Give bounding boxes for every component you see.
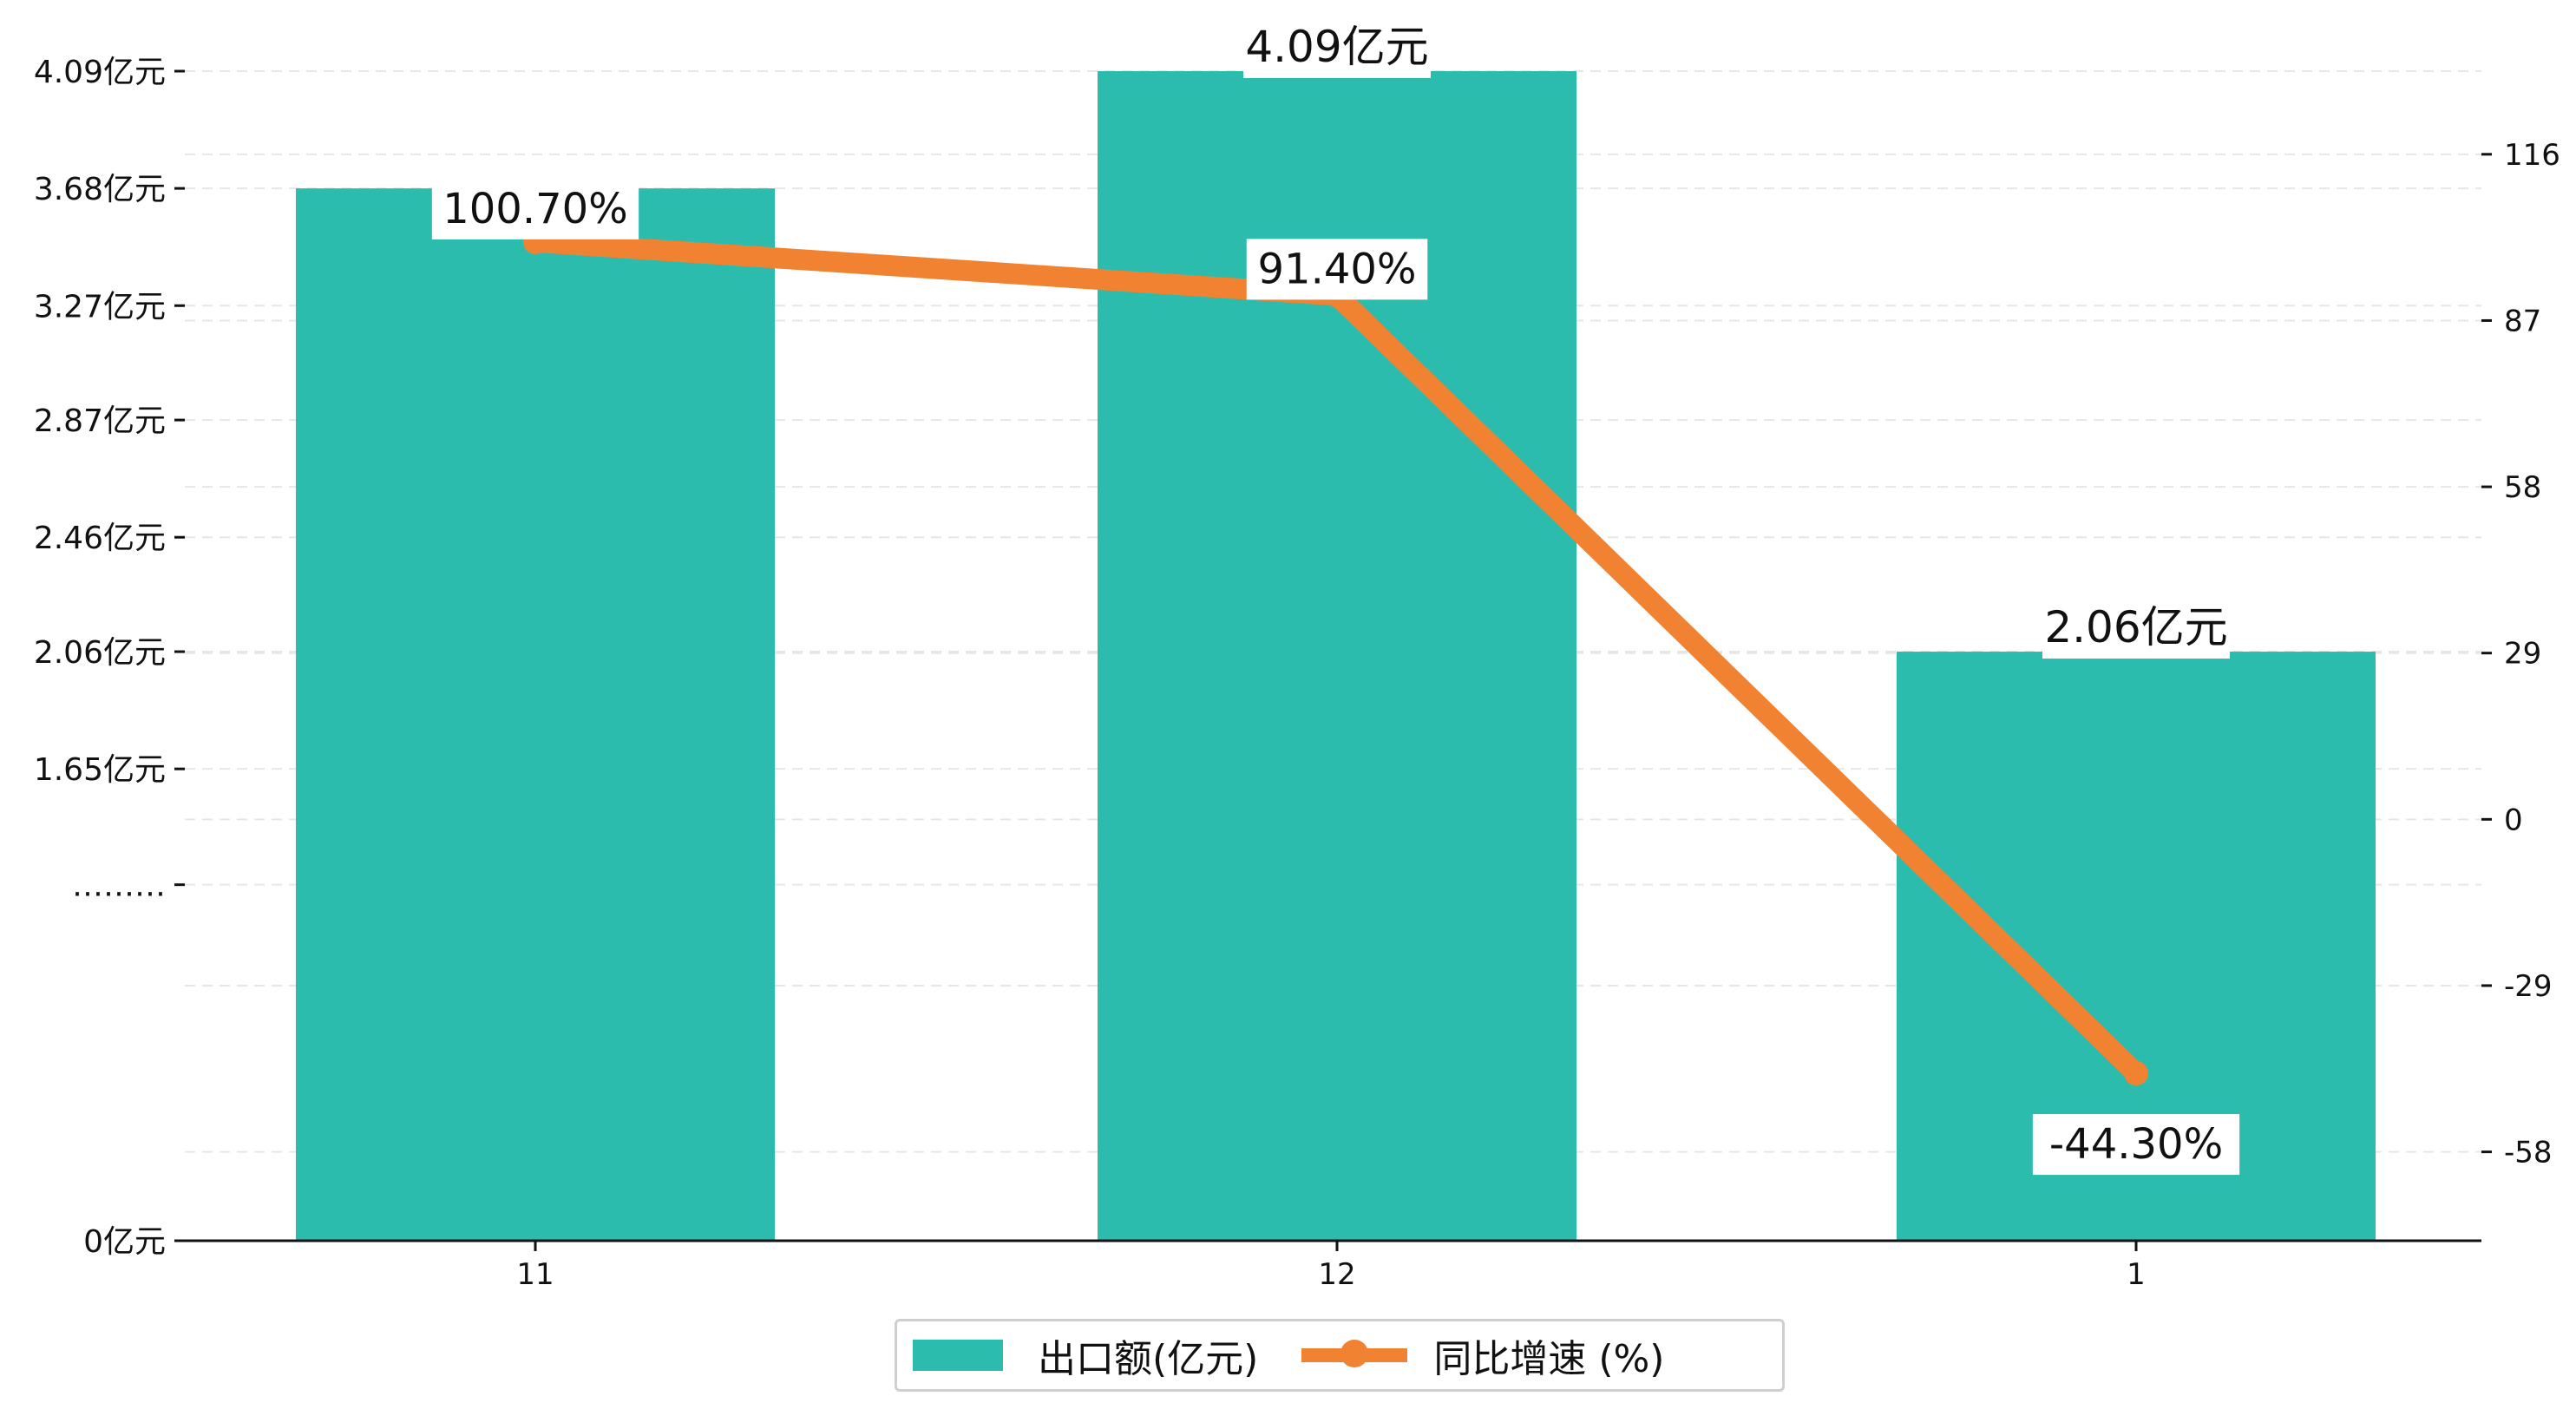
svg-text:100.70%: 100.70% — [442, 185, 628, 233]
legend-label-export: 出口额(亿元) — [1038, 1337, 1259, 1381]
left-tick-label-0: 0亿元 — [83, 1224, 166, 1260]
right-tick-label-0: -58 — [2504, 1136, 2553, 1170]
left-tick-label-1: ……… — [72, 869, 166, 904]
left-tick-label-3: 2.06亿元 — [34, 635, 166, 671]
svg-text:-44.30%: -44.30% — [2049, 1120, 2223, 1169]
svg-text:2.06亿元: 2.06亿元 — [2044, 602, 2227, 652]
right-tick-label-4: 58 — [2504, 470, 2541, 505]
left-tick-label-8: 4.09亿元 — [34, 55, 166, 90]
legend-line-marker — [1340, 1340, 1369, 1367]
chart-legend: 出口额(亿元) 同比增速 (%) — [895, 1319, 1785, 1392]
left-tick-label-2: 1.65亿元 — [34, 752, 166, 788]
x-tick-label-11: 11 — [516, 1257, 554, 1292]
x-tick-label-1: 1 — [2127, 1257, 2146, 1292]
line-label-1: -44.30% — [2032, 1114, 2240, 1176]
line-label-12: 91.40% — [1246, 239, 1428, 300]
right-tick-label-1: -29 — [2504, 969, 2553, 1004]
svg-text:91.40%: 91.40% — [1257, 245, 1416, 293]
growth-point-1 — [2124, 1061, 2148, 1086]
left-tick-label-6: 3.27亿元 — [34, 289, 166, 324]
right-tick-label-2: 0 — [2504, 803, 2523, 837]
legend-line-swatch — [1301, 1340, 1408, 1371]
left-tick-label-5: 2.87亿元 — [34, 403, 166, 439]
legend-item-export: 出口额(亿元) — [913, 1328, 1258, 1383]
right-tick-label-6: 116 — [2504, 138, 2560, 173]
right-tick-label-3: 29 — [2504, 637, 2541, 672]
legend-item-growth: 同比增速 (%) — [1301, 1328, 1664, 1383]
line-label-11: 100.70% — [431, 178, 639, 239]
right-tick-label-5: 87 — [2504, 304, 2541, 338]
legend-bar-swatch — [913, 1340, 1003, 1371]
legend-label-growth: 同比增速 (%) — [1433, 1337, 1665, 1381]
x-tick-label-12: 12 — [1318, 1257, 1355, 1292]
bar-label-1: 2.06亿元 — [2042, 596, 2230, 659]
svg-text:4.09亿元: 4.09亿元 — [1245, 22, 1428, 72]
left-tick-label-7: 3.68亿元 — [34, 172, 166, 207]
labels-layer: 4.09亿元 2.06亿元 100.70% 91.40% -44.30% — [431, 16, 2240, 1176]
bar-label-12: 4.09亿元 — [1243, 16, 1431, 78]
axes-layer: 0亿元 ……… 1.65亿元 2.06亿元 2.46亿元 2.87亿元 3.27亿元 3.68… — [34, 55, 2560, 1292]
left-tick-label-4: 2.46亿元 — [34, 521, 166, 556]
bar-11 — [296, 188, 775, 1241]
